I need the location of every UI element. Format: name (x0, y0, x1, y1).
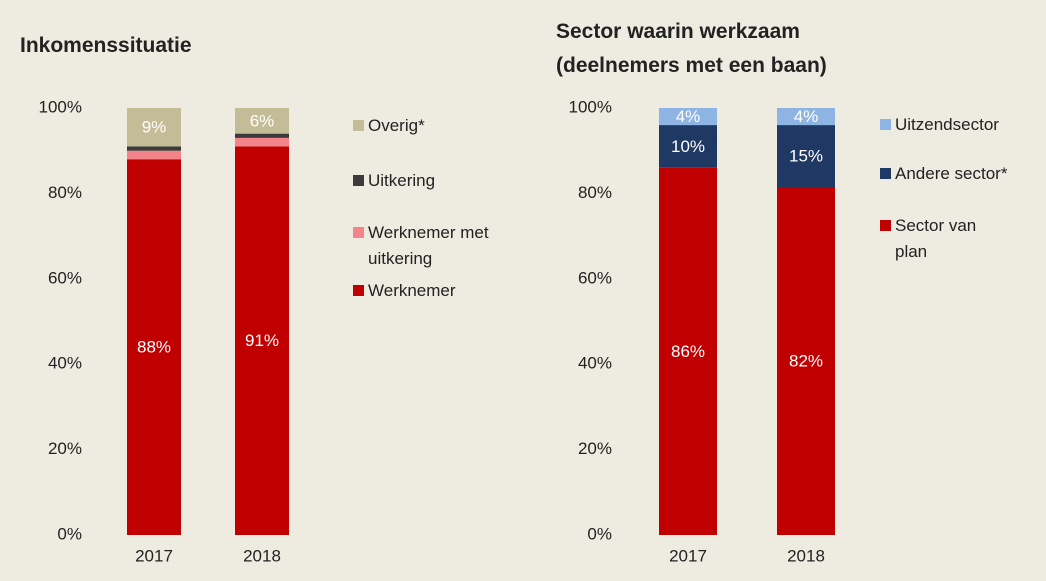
legend-label: Uitzendsector (895, 115, 999, 134)
legend-item: Sector van plan (895, 216, 977, 261)
chart-title: (deelnemers met een baan) (556, 54, 827, 77)
data-label: 6% (250, 111, 275, 130)
bar-segment (777, 108, 835, 126)
data-label: 4% (794, 107, 819, 126)
legend-marker (353, 227, 364, 238)
y-tick-label: 40% (578, 354, 612, 373)
bar-segment (127, 108, 181, 147)
chart-title: Sector waarin werkzaam (556, 20, 800, 43)
legend-item: Andere sector* (895, 164, 1008, 183)
bar-segment (235, 146, 289, 535)
bar-segment (127, 150, 181, 160)
legend-marker (353, 175, 364, 186)
y-tick-label: 20% (48, 439, 82, 458)
legend-label: Werknemer met uitkering (368, 223, 489, 268)
x-tick-label: 2017 (669, 546, 707, 565)
legend-marker (353, 285, 364, 296)
data-label: 91% (245, 331, 279, 350)
x-tick-label: 2017 (135, 546, 173, 565)
data-label: 88% (137, 338, 171, 357)
legend-item: Uitkering (368, 171, 436, 190)
y-tick-label: 60% (48, 268, 82, 287)
x-tick-label: 2018 (243, 546, 281, 565)
legend-item: Overig* (368, 116, 425, 135)
legend-marker (353, 120, 364, 131)
legend-item: Werknemer met uitkering (368, 223, 489, 268)
y-tick-label: 100% (569, 97, 612, 116)
bar-segment (235, 133, 289, 138)
data-label: 86% (671, 342, 705, 361)
bar-segment (659, 108, 717, 126)
y-tick-label: 100% (39, 97, 82, 116)
legend-item: Werknemer (368, 281, 456, 300)
y-tick-label: 80% (578, 183, 612, 202)
legend-label: Andere sector* (895, 164, 1008, 183)
legend-item: Uitzendsector (895, 115, 999, 134)
y-tick-label: 0% (587, 524, 612, 543)
bar-segment (659, 125, 717, 168)
bar-segment (777, 125, 835, 187)
y-tick-label: 40% (48, 354, 82, 373)
bar-segment (235, 137, 289, 147)
bar-segment (659, 167, 717, 535)
legend-label: Uitkering (368, 171, 436, 190)
data-label: 4% (676, 107, 701, 126)
data-label: 82% (789, 351, 823, 370)
legend-marker (880, 168, 891, 179)
y-tick-label: 20% (578, 439, 612, 458)
data-label: 9% (142, 118, 167, 137)
data-label: 15% (789, 147, 823, 166)
bar-segment (127, 146, 181, 151)
y-tick-label: 60% (578, 268, 612, 287)
data-label: 10% (671, 137, 705, 156)
bar-segment (777, 186, 835, 535)
legend-label: Overig* (368, 116, 425, 135)
bar-segment (235, 108, 289, 134)
legend-label: Werknemer (368, 281, 456, 300)
chart-title: Inkomenssituatie (20, 34, 192, 57)
x-tick-label: 2018 (787, 546, 825, 565)
y-tick-label: 80% (48, 183, 82, 202)
legend-label: Sector van plan (895, 216, 977, 261)
bar-segment (127, 159, 181, 536)
legend-marker (880, 119, 891, 130)
legend-marker (880, 220, 891, 231)
y-tick-label: 0% (57, 524, 82, 543)
